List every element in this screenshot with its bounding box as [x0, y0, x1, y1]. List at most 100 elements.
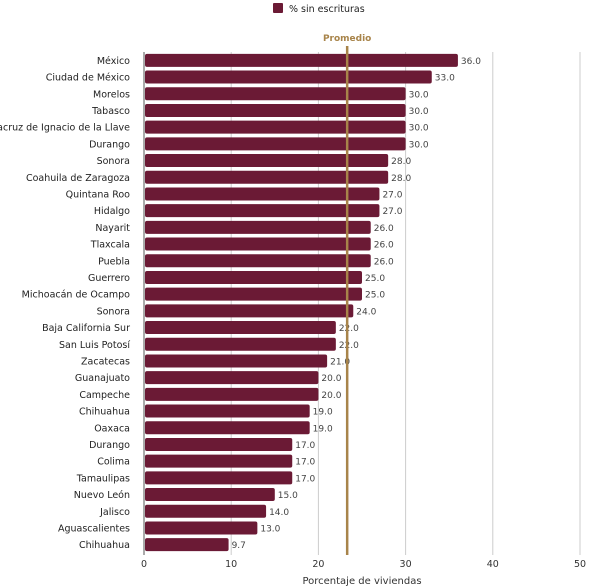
bar[interactable] — [145, 154, 389, 168]
data-label: 27.0 — [382, 190, 402, 200]
data-label: 22.0 — [339, 341, 359, 351]
bar[interactable] — [145, 270, 362, 284]
data-label: 21.0 — [330, 357, 350, 367]
category-label: Tlaxcala — [90, 240, 130, 251]
data-label: 25.0 — [365, 274, 385, 284]
bar[interactable] — [145, 454, 293, 468]
data-label: 14.0 — [269, 508, 289, 518]
bar[interactable] — [145, 421, 310, 435]
category-label: Tamaulipas — [76, 473, 130, 484]
bar[interactable] — [145, 354, 328, 368]
data-label: 26.0 — [374, 224, 394, 234]
data-label: 30.0 — [409, 107, 429, 117]
category-label: Durango — [89, 440, 130, 451]
data-label: 19.0 — [313, 424, 333, 434]
data-label: 17.0 — [295, 474, 315, 484]
value-labels: 36.0 33.0 30.0 30.0 30.0 30.0 28.0 28.0 27.0 27.0… — [232, 57, 482, 551]
bar[interactable] — [145, 187, 380, 201]
data-label: 30.0 — [409, 140, 429, 150]
bar[interactable] — [145, 220, 371, 234]
bar[interactable] — [145, 387, 319, 401]
bar[interactable] — [145, 404, 310, 418]
bar[interactable] — [145, 120, 406, 134]
bar[interactable] — [145, 437, 293, 451]
bar[interactable] — [145, 287, 362, 301]
bar[interactable] — [145, 70, 432, 84]
category-label: Ciudad de México — [46, 73, 130, 84]
category-label: Nayarit — [95, 223, 130, 234]
data-label: 25.0 — [365, 291, 385, 301]
category-label: Jalisco — [99, 507, 130, 518]
bar[interactable] — [145, 321, 336, 335]
category-label: Quintana Roo — [66, 189, 131, 200]
category-label: Chihuahua — [79, 407, 130, 418]
category-label: Nuevo León — [74, 490, 130, 501]
category-label: Sonora — [97, 306, 130, 317]
category-label: Puebla — [98, 256, 130, 267]
data-label: 36.0 — [461, 57, 481, 67]
data-label: 28.0 — [391, 174, 411, 184]
bar[interactable] — [145, 103, 406, 117]
category-label: Veracruz de Ignacio de la Llave — [0, 123, 130, 134]
category-label: Sonora — [97, 156, 130, 167]
data-label: 17.0 — [295, 458, 315, 468]
data-label: 26.0 — [374, 257, 394, 267]
category-label: Zacatecas — [81, 356, 130, 367]
bar[interactable] — [145, 504, 267, 518]
data-label: 28.0 — [391, 157, 411, 167]
data-label: 30.0 — [409, 124, 429, 134]
data-label: 33.0 — [435, 74, 455, 84]
data-label: 20.0 — [321, 391, 341, 401]
bar[interactable] — [145, 471, 293, 485]
category-label: Baja California Sur — [42, 323, 130, 334]
category-label: Tabasco — [91, 106, 130, 117]
x-axis-ticks: 0 10 20 30 40 50 — [141, 559, 586, 570]
data-label: 13.0 — [260, 524, 280, 534]
bar[interactable] — [145, 254, 371, 268]
category-label: Aguascalientes — [58, 523, 130, 534]
category-label: Coahuila de Zaragoza — [26, 173, 130, 184]
x-tick-label: 10 — [225, 559, 237, 570]
bar[interactable] — [145, 87, 406, 101]
x-tick-label: 0 — [141, 559, 147, 570]
data-label: 17.0 — [295, 441, 315, 451]
bar[interactable] — [145, 237, 371, 251]
category-label: Guanajuato — [75, 373, 130, 384]
bar[interactable] — [145, 538, 229, 552]
bar[interactable] — [145, 521, 258, 535]
category-label: Chihuahua — [79, 540, 130, 551]
legend: % sin escrituras — [273, 3, 365, 15]
bar[interactable] — [145, 371, 319, 385]
category-label: Morelos — [93, 89, 130, 100]
bar[interactable] — [145, 304, 354, 318]
category-label: Durango — [89, 139, 130, 150]
x-axis-title: Porcentaje de viviendas — [302, 576, 421, 587]
bar[interactable] — [145, 488, 275, 502]
x-tick-label: 30 — [400, 559, 412, 570]
data-label: 9.7 — [232, 541, 246, 551]
bar[interactable] — [145, 170, 389, 184]
category-label: Michoacán de Ocampo — [22, 290, 131, 301]
data-label: 15.0 — [278, 491, 298, 501]
bar[interactable] — [145, 337, 336, 351]
category-label: Hidalgo — [94, 206, 130, 217]
category-label: Colima — [97, 457, 130, 468]
data-label: 26.0 — [374, 241, 394, 251]
bar[interactable] — [145, 137, 406, 151]
data-label: 24.0 — [356, 307, 376, 317]
category-label: Guerrero — [88, 273, 130, 284]
x-tick-label: 50 — [574, 559, 586, 570]
bar[interactable] — [145, 204, 380, 218]
category-label: México — [97, 56, 130, 67]
data-label: 19.0 — [313, 408, 333, 418]
data-label: 22.0 — [339, 324, 359, 334]
data-label: 30.0 — [409, 90, 429, 100]
bar[interactable] — [145, 53, 458, 67]
x-tick-label: 40 — [487, 559, 499, 570]
data-label: 20.0 — [321, 374, 341, 384]
average-label: Promedio — [323, 34, 371, 44]
data-label: 27.0 — [382, 207, 402, 217]
category-label: Oaxaca — [94, 423, 130, 434]
x-tick-label: 20 — [312, 559, 324, 570]
